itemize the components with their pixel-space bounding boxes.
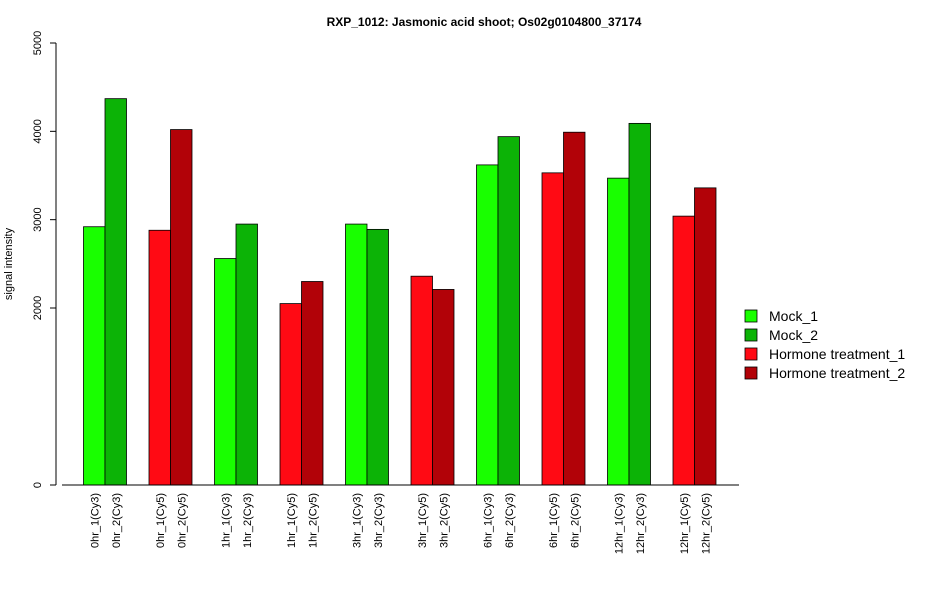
x-tick-label: 3hr_2(Cy3)	[373, 493, 385, 548]
bar	[148, 229, 171, 486]
bar	[301, 281, 324, 486]
x-tick-label: 3hr_1(Cy5)	[417, 493, 429, 548]
bar	[366, 228, 389, 486]
x-tick-label: 1hr_2(Cy3)	[242, 493, 254, 548]
x-tick-label: 0hr_2(Cy5)	[176, 493, 188, 548]
x-tick-label: 3hr_1(Cy3)	[351, 493, 363, 548]
bar	[694, 187, 717, 486]
y-tick-label: 3000	[32, 207, 44, 231]
legend: Mock_1 Mock_2 Hormone treatment_1 Hormone t…	[744, 308, 905, 381]
legend-swatch	[744, 328, 758, 342]
bar	[476, 164, 499, 486]
y-tick-label: 2000	[32, 296, 44, 320]
bar	[170, 129, 193, 486]
bar	[541, 172, 564, 486]
x-tick-label: 6hr_2(Cy5)	[569, 493, 581, 548]
x-tick-label: 12hr_2(Cy3)	[635, 493, 647, 554]
bar	[279, 303, 302, 486]
bar	[214, 258, 237, 486]
legend-label: Hormone treatment_1	[769, 346, 905, 362]
bar	[607, 177, 630, 486]
legend-label: Mock_2	[769, 327, 818, 343]
bar	[628, 122, 651, 486]
x-tick-label: 0hr_1(Cy3)	[89, 493, 101, 548]
x-tick-label: 6hr_1(Cy5)	[548, 493, 560, 548]
bar	[672, 215, 695, 486]
chart-title: RXP_1012: Jasmonic acid shoot; Os02g0104…	[327, 15, 642, 29]
x-tick-label: 12hr_1(Cy5)	[679, 493, 691, 554]
bar	[410, 275, 433, 486]
legend-swatch	[744, 366, 758, 380]
y-tick-label: 5000	[32, 31, 44, 55]
y-axis-label: signal intensity	[3, 227, 15, 300]
bars	[83, 98, 717, 486]
x-tick-label: 3hr_2(Cy5)	[438, 493, 450, 548]
y-tick-label: 0	[32, 482, 44, 488]
bar	[104, 98, 127, 486]
y-axis: 0 2000 3000 4000 5000	[32, 31, 57, 488]
bar	[83, 226, 106, 486]
legend-label: Hormone treatment_2	[769, 365, 905, 381]
bar	[563, 131, 586, 486]
x-tick-label: 1hr_1(Cy5)	[286, 493, 298, 548]
x-tick-label: 0hr_1(Cy5)	[155, 493, 167, 548]
bar	[235, 223, 258, 486]
legend-swatch	[744, 347, 758, 361]
bar	[345, 223, 368, 486]
bar	[497, 136, 520, 486]
x-tick-label: 12hr_2(Cy5)	[700, 493, 712, 554]
x-tick-label: 1hr_2(Cy5)	[307, 493, 319, 548]
x-tick-label: 1hr_1(Cy3)	[220, 493, 232, 548]
x-tick-label: 6hr_2(Cy3)	[504, 493, 516, 548]
x-tick-label: 12hr_1(Cy3)	[613, 493, 625, 554]
x-tick-label: 6hr_1(Cy3)	[482, 493, 494, 548]
bar	[432, 289, 455, 486]
legend-swatch	[744, 309, 758, 323]
category-labels: 0hr_1(Cy3) 0hr_2(Cy3) 0hr_1(Cy5) 0hr_2(Cy5)…	[89, 493, 712, 554]
x-tick-label: 0hr_2(Cy3)	[111, 493, 123, 548]
legend-label: Mock_1	[769, 308, 818, 324]
y-tick-label: 4000	[32, 119, 44, 143]
